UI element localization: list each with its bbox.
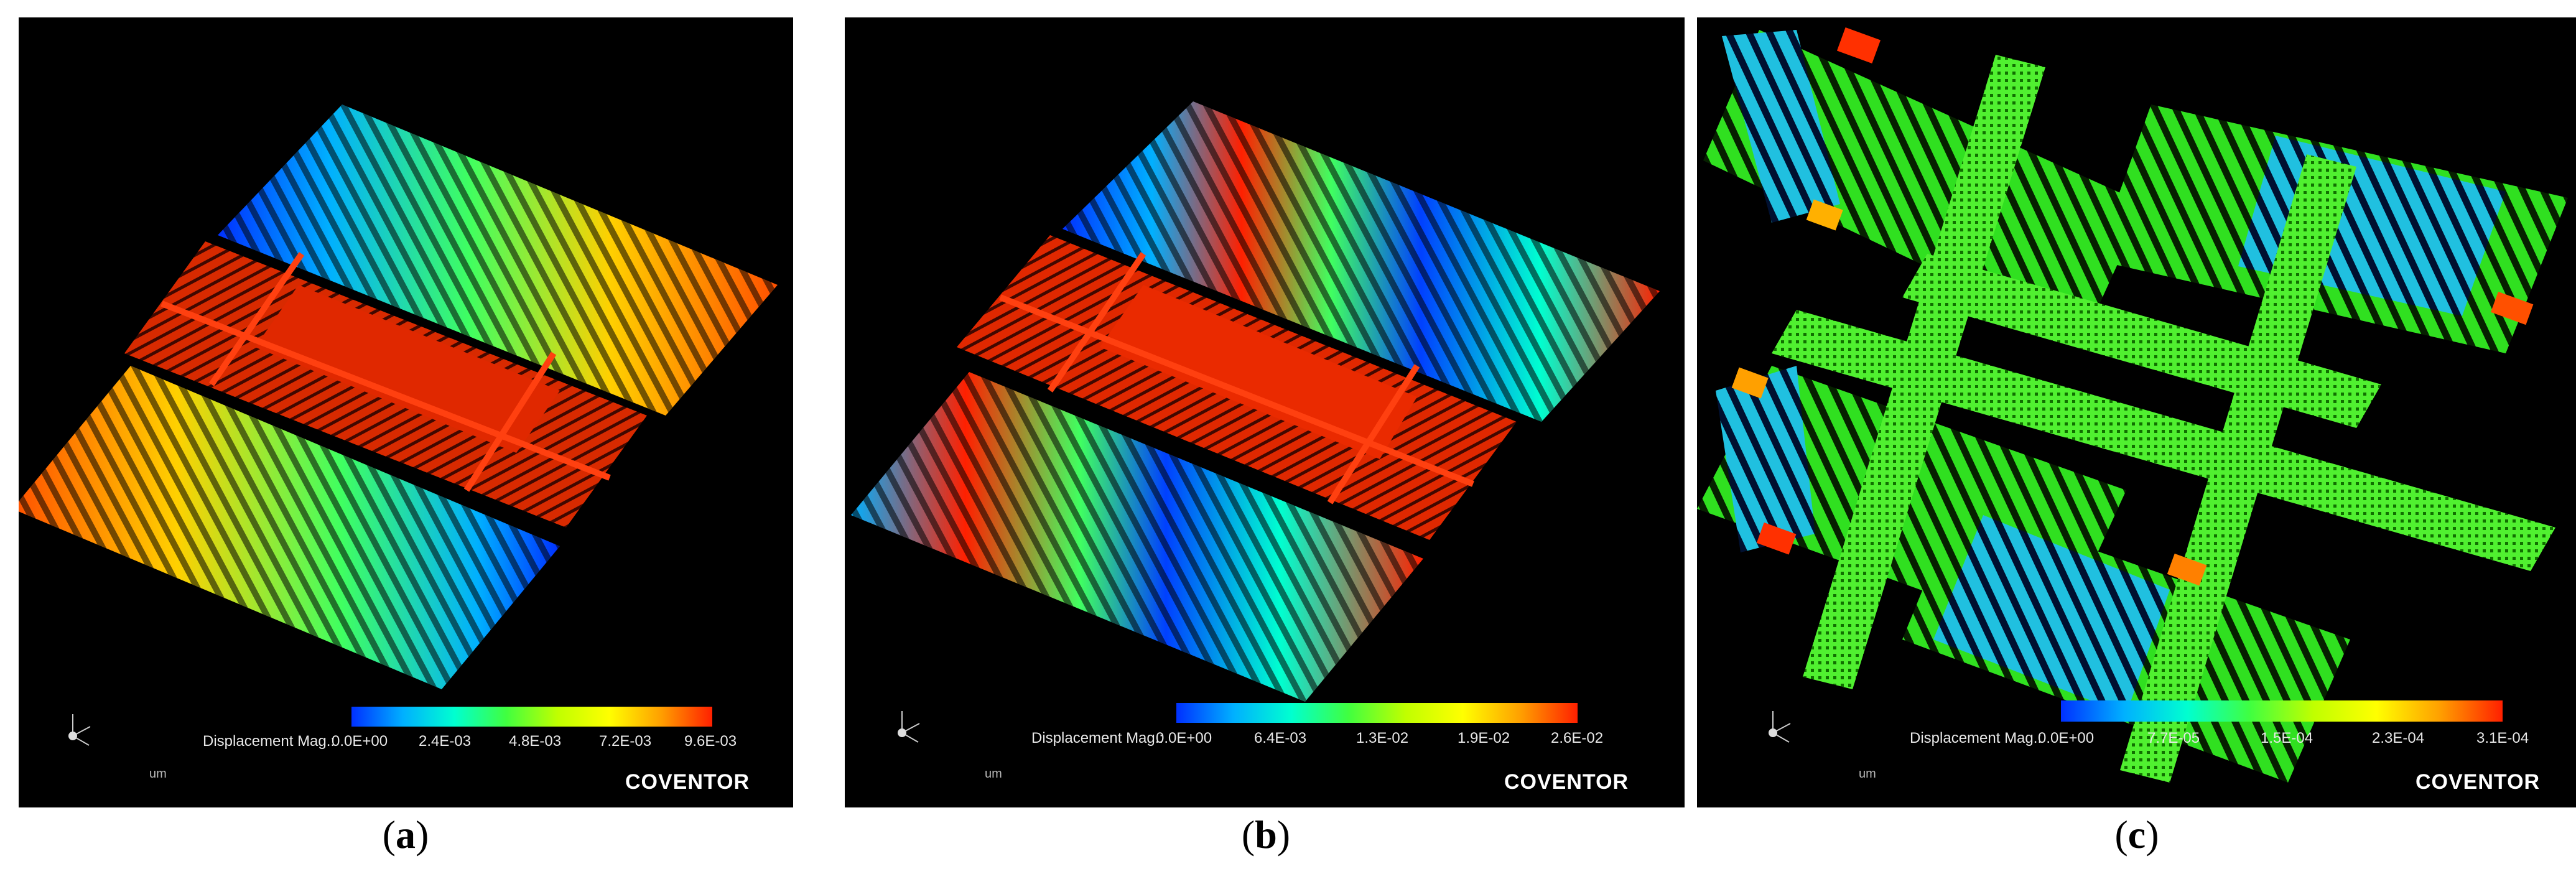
legend-title-b: Displacement Mag.: [1031, 730, 1164, 746]
colorbar-b [1176, 703, 1578, 723]
panel-c: Displacement Mag.: 0.0E+00 7.7E-05 1.5E-… [1697, 17, 2576, 807]
scale-label-b-2: 1.3E-02 [1356, 730, 1409, 746]
caption-b: (b) [1241, 812, 1291, 857]
axis-triad-b [898, 711, 920, 743]
scale-label-a-2: 4.8E-03 [509, 733, 562, 750]
scale-label-c-1: 7.7E-05 [2147, 730, 2200, 746]
scale-label-a-4: 9.6E-03 [684, 733, 737, 750]
legend-title-a: Displacement Mag.: [203, 733, 335, 750]
brand-label-c: COVENTOR [2416, 770, 2541, 794]
unit-label-b: um [985, 767, 1002, 781]
scale-label-a-1: 2.4E-03 [419, 733, 472, 750]
scale-label-c-3: 2.3E-04 [2372, 730, 2425, 746]
legend-title-c: Displacement Mag.: [1910, 730, 2042, 746]
scale-label-b-0: 0.0E+00 [1156, 730, 1212, 746]
scale-label-c-2: 1.5E-04 [2261, 730, 2313, 746]
scale-label-c-4: 3.1E-04 [2476, 730, 2529, 746]
scale-label-b-1: 6.4E-03 [1254, 730, 1307, 746]
panel-a: Displacement Mag.: 0.0E+00 2.4E-03 4.8E-… [19, 17, 793, 807]
scale-label-a-0: 0.0E+00 [332, 733, 388, 750]
unit-label-c: um [1859, 767, 1876, 781]
simulation-render-b [851, 101, 1660, 702]
scale-label-a-3: 7.2E-03 [599, 733, 652, 750]
simulation-render-a [19, 105, 778, 689]
simulation-render-c [1697, 27, 2568, 783]
caption-letter-c: c [2127, 812, 2146, 857]
caption-letter-a: a [396, 812, 416, 857]
panel-b: Displacement Mag.: 0.0E+00 6.4E-03 1.3E-… [845, 17, 1685, 807]
colorbar-a [351, 707, 712, 727]
brand-label-b: COVENTOR [1504, 770, 1629, 794]
caption-a: (a) [382, 812, 429, 857]
scale-label-b-3: 1.9E-02 [1458, 730, 1510, 746]
axis-triad-a [68, 714, 91, 746]
scale-label-c-0: 0.0E+00 [2038, 730, 2095, 746]
caption-letter-b: b [1255, 812, 1277, 857]
caption-c: (c) [2114, 812, 2159, 857]
colorbar-c [2061, 700, 2503, 722]
scale-label-b-4: 2.6E-02 [1551, 730, 1604, 746]
axis-triad-c [1769, 711, 1791, 743]
unit-label-a: um [149, 767, 167, 781]
brand-label-a: COVENTOR [625, 770, 750, 794]
